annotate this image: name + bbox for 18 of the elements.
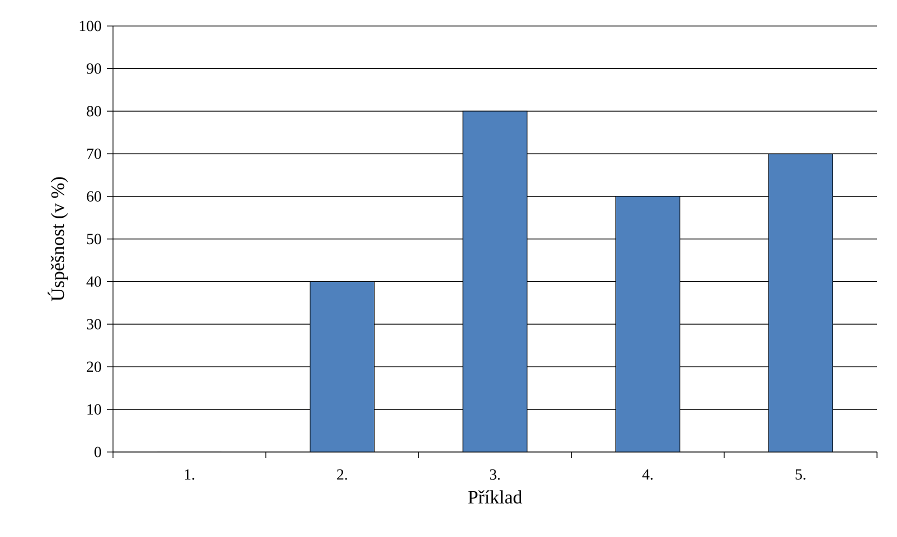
y-tick-label: 10 [88, 404, 102, 415]
x-tick-label: 4. [642, 469, 653, 480]
y-tick-label: 60 [86, 191, 102, 202]
y-tick-label: 20 [86, 362, 102, 372]
y-tick-label: 90 [86, 63, 102, 74]
x-axis-title: Příklad [468, 490, 522, 504]
y-tick-label: 40 [86, 276, 102, 287]
y-tick-label: 50 [87, 234, 102, 244]
y-tick-label: 0 [94, 446, 102, 458]
x-tick-label: 5. [796, 469, 806, 480]
y-axis-title: Úspěšnost (v %) [48, 177, 68, 302]
x-tick-label: 1. [184, 469, 194, 480]
y-tick-label: 100 [80, 20, 102, 32]
y-tick-label: 80 [86, 106, 102, 116]
x-tick-label: 2. [337, 469, 347, 480]
y-tick-label: 70 [87, 148, 102, 159]
x-tick-label: 3. [490, 469, 500, 480]
y-tick-label: 30 [86, 318, 102, 330]
